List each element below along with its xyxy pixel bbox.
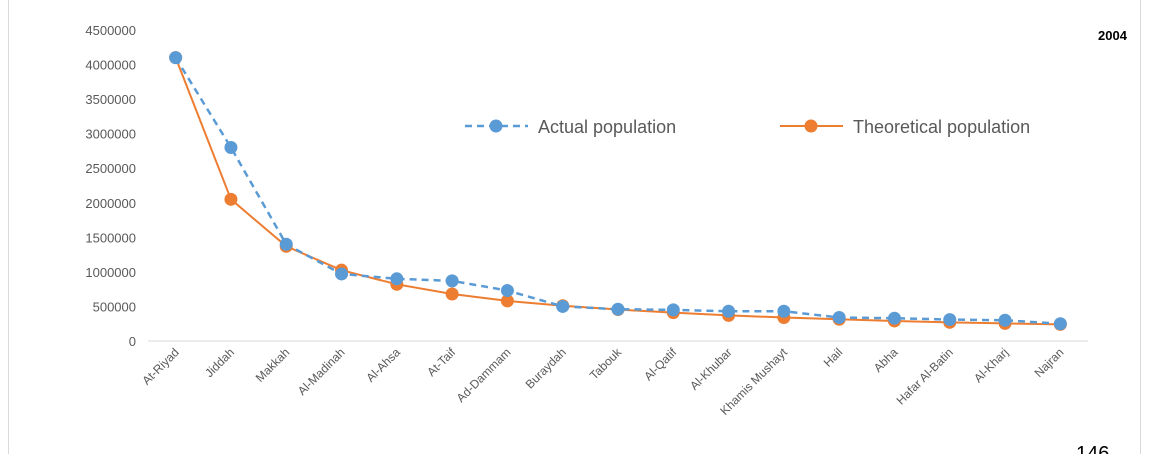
data-point — [722, 304, 736, 318]
year-label: 2004 — [1098, 28, 1128, 43]
x-tick-label: Ad-Dammam — [454, 345, 514, 405]
x-tick-label: Abha — [871, 345, 901, 375]
x-tick-label: Jiddah — [202, 345, 237, 380]
data-point — [224, 192, 238, 206]
data-point — [666, 303, 680, 317]
data-point — [224, 140, 238, 154]
x-tick-label: Al-Kharj — [971, 345, 1011, 385]
x-tick-label: Makkah — [253, 345, 293, 385]
series-line — [174, 57, 1061, 326]
x-tick-label: At-Taif — [424, 345, 458, 379]
x-tick-label: At-Riyad — [139, 345, 181, 387]
x-tick-label: Tabouk — [587, 345, 625, 383]
series-layer — [169, 51, 1067, 331]
y-tick-label: 4500000 — [85, 23, 136, 38]
data-point — [611, 302, 625, 316]
data-point — [500, 284, 514, 298]
legend: Actual population Theoretical population — [465, 117, 1030, 137]
page-number: 146 — [1076, 443, 1109, 454]
x-tick-label: Al-Qatif — [641, 345, 680, 384]
data-point — [445, 287, 459, 301]
x-tick-label: Najran — [1032, 345, 1067, 380]
series-1 — [169, 51, 1067, 331]
y-tick-label: 1000000 — [85, 265, 136, 280]
data-point — [556, 299, 570, 313]
legend-theoretical-marker — [804, 119, 818, 133]
legend-theoretical-label: Theoretical population — [853, 117, 1030, 137]
x-tick-label: Hail — [821, 345, 846, 370]
series-line — [174, 56, 1061, 325]
x-tick-label: Hafar Al-Batin — [894, 345, 956, 407]
y-tick-label: 1500000 — [85, 230, 136, 245]
data-point — [832, 311, 846, 325]
x-tick-label: Al-Khubar — [687, 345, 735, 393]
data-point — [445, 274, 459, 288]
x-tick-label: Buraydah — [523, 345, 569, 391]
data-point — [1053, 317, 1067, 331]
data-point — [998, 313, 1012, 327]
data-point — [777, 304, 791, 318]
x-tick-label: Al-Madinah — [295, 345, 348, 398]
x-axis: At-Riyad Jiddah Makkah Al-Madinah Al-Ahsa At-… — [139, 340, 1088, 418]
data-point — [500, 294, 514, 308]
legend-actual-label: Actual population — [538, 117, 676, 137]
data-point — [390, 272, 404, 286]
y-tick-label: 0 — [129, 334, 136, 349]
data-point — [943, 313, 957, 327]
y-tick-label: 500000 — [93, 299, 136, 314]
data-point — [335, 267, 349, 281]
x-tick-label: Al-Ahsa — [363, 345, 403, 385]
series-0 — [169, 51, 1067, 331]
data-point — [169, 51, 183, 65]
y-tick-label: 2000000 — [85, 196, 136, 211]
y-tick-label: 2500000 — [85, 161, 136, 176]
legend-actual-marker — [489, 119, 503, 133]
y-tick-label: 3500000 — [85, 92, 136, 107]
chart-frame — [8, 0, 1141, 454]
y-axis: 0 500000 1000000 1500000 2000000 2500000 30000… — [85, 23, 136, 349]
data-point — [887, 311, 901, 325]
data-point — [279, 237, 293, 251]
y-tick-label: 3000000 — [85, 127, 136, 142]
y-tick-label: 4000000 — [85, 58, 136, 73]
